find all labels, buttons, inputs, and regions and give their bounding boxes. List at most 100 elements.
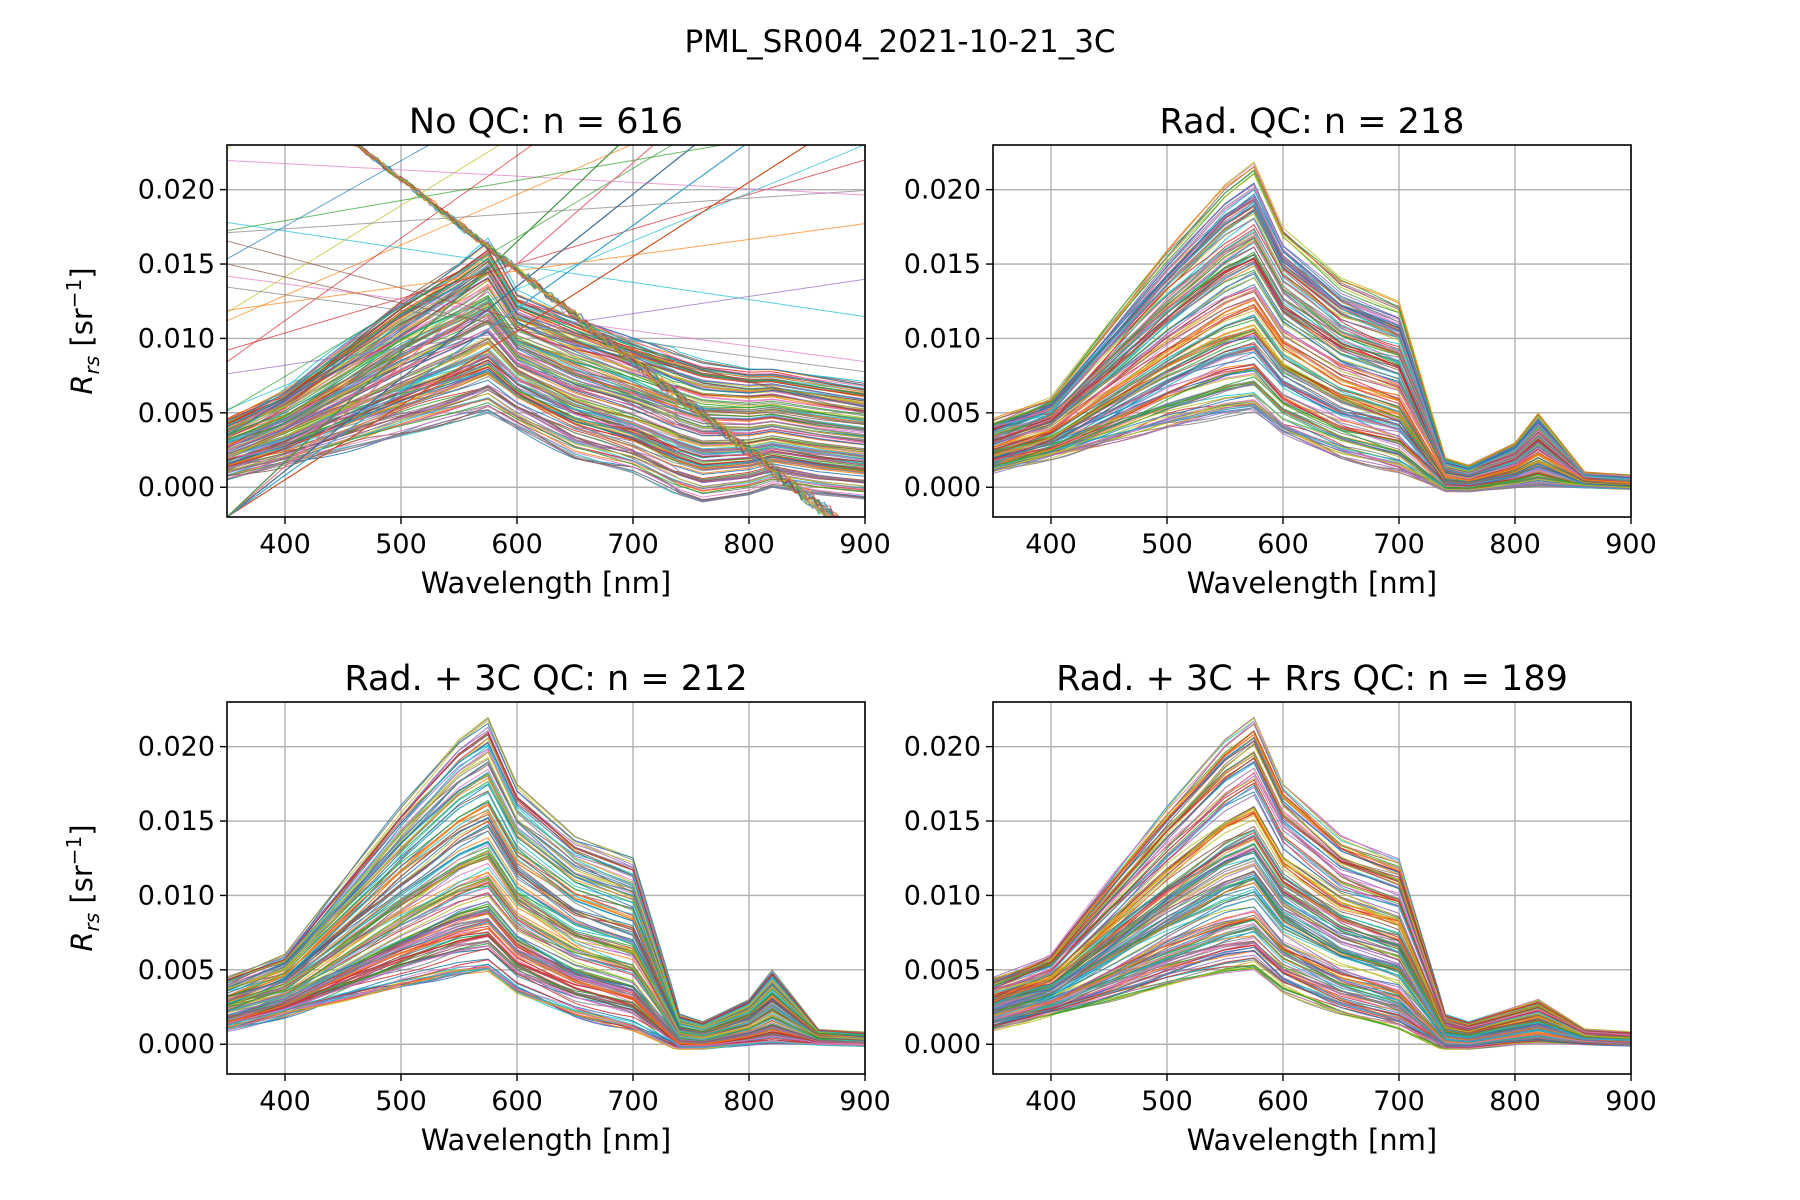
y-tick-label: 0.015 <box>904 249 981 280</box>
series-line <box>227 968 865 1048</box>
series-line <box>227 857 865 1040</box>
series-line <box>227 145 430 260</box>
series-line <box>993 393 1631 491</box>
series-line <box>227 240 865 414</box>
series-line <box>227 900 865 1043</box>
series-line <box>993 843 1631 1040</box>
x-tick-label: 600 <box>1257 1086 1309 1117</box>
series-line <box>227 402 865 494</box>
x-tick-label: 500 <box>375 529 427 560</box>
x-axis-label: Wavelength [nm] <box>421 566 672 600</box>
series-line <box>993 299 1631 484</box>
series-line <box>993 195 1631 478</box>
subplot-3: 400 500 600 700 800 900 0.000 0.005 0.010 0.015 0.… <box>62 659 891 1157</box>
x-tick-label: 800 <box>723 1086 775 1117</box>
y-tick-label: 0.000 <box>904 472 981 503</box>
series-line <box>227 858 865 1041</box>
series-line <box>227 306 865 444</box>
subplot-title: No QC: n = 616 <box>409 102 683 142</box>
series-line <box>227 145 501 313</box>
series-line <box>227 872 865 1041</box>
x-tick-label: 400 <box>259 1086 311 1117</box>
series-line <box>227 302 865 441</box>
series-line <box>227 277 865 438</box>
series-line <box>993 786 1631 1037</box>
series-line <box>227 338 865 459</box>
y-tick-label: 0.020 <box>904 732 981 763</box>
subplot-title: Rad. + 3C + Rrs QC: n = 189 <box>1056 659 1568 699</box>
series-line <box>993 898 1631 1044</box>
series-line <box>227 286 865 373</box>
series-line <box>227 830 865 1039</box>
series-line <box>227 816 865 1039</box>
series-line <box>227 895 865 1043</box>
series-line <box>993 330 1631 486</box>
series-line <box>227 268 865 430</box>
y-tick-label: 0.005 <box>138 398 215 429</box>
y-tick-label: 0.005 <box>904 955 981 986</box>
x-tick-label: 400 <box>1025 1086 1077 1117</box>
y-tick-label: 0.010 <box>138 880 215 911</box>
series-line <box>993 241 1631 480</box>
series-line <box>993 810 1631 1038</box>
series-line <box>993 261 1631 482</box>
series-line <box>227 338 865 456</box>
x-tick-label: 600 <box>1257 529 1309 560</box>
series-line <box>355 145 833 517</box>
axes-frame <box>226 701 866 1075</box>
series-line <box>227 744 865 1036</box>
subplot-1: 400 500 600 700 800 900 0.000 0.005 0.010 0.015 0.… <box>62 102 891 600</box>
series-line <box>993 258 1631 482</box>
series-lines <box>993 161 1631 493</box>
series-line <box>227 316 865 449</box>
series-line <box>227 885 865 1042</box>
series-line <box>993 882 1631 1043</box>
x-tick-label: 900 <box>1605 529 1657 560</box>
y-tick-label: 0.010 <box>138 323 215 354</box>
series-line <box>993 210 1631 480</box>
series-line <box>227 773 865 1036</box>
series-line <box>227 241 865 422</box>
series-line <box>227 145 655 517</box>
series-line <box>227 341 865 459</box>
series-line <box>993 931 1631 1046</box>
series-line <box>993 959 1631 1049</box>
series-lines <box>993 716 1631 1050</box>
y-tick-label: 0.000 <box>138 472 215 503</box>
series-line <box>227 250 865 427</box>
y-tick-label: 0.000 <box>138 1029 215 1060</box>
series-line <box>993 394 1631 491</box>
series-line <box>227 275 865 363</box>
series-line <box>227 910 865 1044</box>
x-tick-label: 400 <box>1025 529 1077 560</box>
series-line <box>227 296 865 438</box>
subplots: 400 500 600 700 800 900 0.000 0.005 0.010 0.015 0.… <box>62 102 1657 1157</box>
series-line <box>358 145 829 517</box>
series-line <box>227 384 865 483</box>
series-line <box>356 145 839 517</box>
x-tick-label: 800 <box>723 529 775 560</box>
y-tick-label: 0.015 <box>138 249 215 280</box>
series-line <box>993 812 1631 1038</box>
series-line <box>993 767 1631 1036</box>
series-line <box>993 262 1631 482</box>
series-line <box>993 733 1631 1034</box>
x-tick-label: 800 <box>1489 529 1541 560</box>
series-line <box>993 967 1631 1050</box>
x-axis-label: Wavelength [nm] <box>1187 566 1438 600</box>
series-line <box>993 336 1631 487</box>
series-line <box>227 331 865 452</box>
series-line <box>993 857 1631 1041</box>
x-tick-label: 400 <box>259 529 311 560</box>
series-line <box>993 757 1631 1035</box>
series-line <box>993 196 1631 478</box>
series-line <box>227 145 808 517</box>
series-line <box>227 278 865 375</box>
series-line <box>993 825 1631 1038</box>
x-axis-label: Wavelength [nm] <box>1187 1123 1438 1157</box>
series-line <box>993 299 1631 484</box>
series-line <box>227 830 865 1039</box>
series-line <box>993 286 1631 484</box>
series-lines <box>227 145 865 517</box>
y-tick-label: 0.020 <box>904 175 981 206</box>
